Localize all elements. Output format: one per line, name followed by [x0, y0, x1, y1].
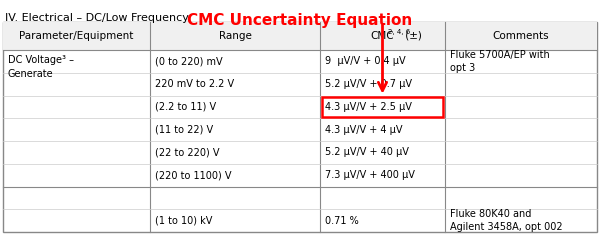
Text: (22 to 220) V: (22 to 220) V [155, 147, 220, 157]
Text: CMC: CMC [371, 31, 394, 41]
Text: (0 to 220) mV: (0 to 220) mV [155, 56, 223, 66]
Text: 220 mV to 2.2 V: 220 mV to 2.2 V [155, 79, 234, 89]
Text: CMC Uncertainty Equation: CMC Uncertainty Equation [187, 13, 413, 28]
Text: Range: Range [218, 31, 251, 41]
Text: IV. Electrical – DC/Low Frequency: IV. Electrical – DC/Low Frequency [5, 13, 189, 23]
Bar [3, 22, 597, 50]
Text: 5.2 μV/V + 0.7 μV: 5.2 μV/V + 0.7 μV [325, 79, 412, 89]
Text: (2.2 to 11) V: (2.2 to 11) V [155, 102, 216, 112]
Text: Comments: Comments [493, 31, 550, 41]
Bar [3, 22, 597, 232]
Text: Parameter/Equipment: Parameter/Equipment [19, 31, 134, 41]
Text: (1 to 10) kV: (1 to 10) kV [155, 216, 212, 226]
Text: 7.3 μV/V + 400 μV: 7.3 μV/V + 400 μV [325, 170, 415, 180]
Text: DC Voltage³ –
Generate: DC Voltage³ – Generate [8, 55, 74, 79]
Text: 9  μV/V + 0.4 μV: 9 μV/V + 0.4 μV [325, 56, 406, 66]
Text: (11 to 22) V: (11 to 22) V [155, 125, 213, 135]
Text: 4.3 μV/V + 4 μV: 4.3 μV/V + 4 μV [325, 125, 403, 135]
Bar [322, 96, 443, 117]
Text: (220 to 1100) V: (220 to 1100) V [155, 170, 232, 180]
Text: 2, 4, 6: 2, 4, 6 [389, 29, 411, 35]
Text: Fluke 5700A/EP with
opt 3: Fluke 5700A/EP with opt 3 [450, 50, 550, 73]
Text: 4.3 μV/V + 2.5 μV: 4.3 μV/V + 2.5 μV [325, 102, 412, 112]
Text: 5.2 μV/V + 40 μV: 5.2 μV/V + 40 μV [325, 147, 409, 157]
Text: (±): (±) [403, 31, 422, 41]
Text: 0.71 %: 0.71 % [325, 216, 359, 226]
Text: Fluke 80K40 and
Agilent 3458A, opt 002: Fluke 80K40 and Agilent 3458A, opt 002 [450, 209, 563, 232]
